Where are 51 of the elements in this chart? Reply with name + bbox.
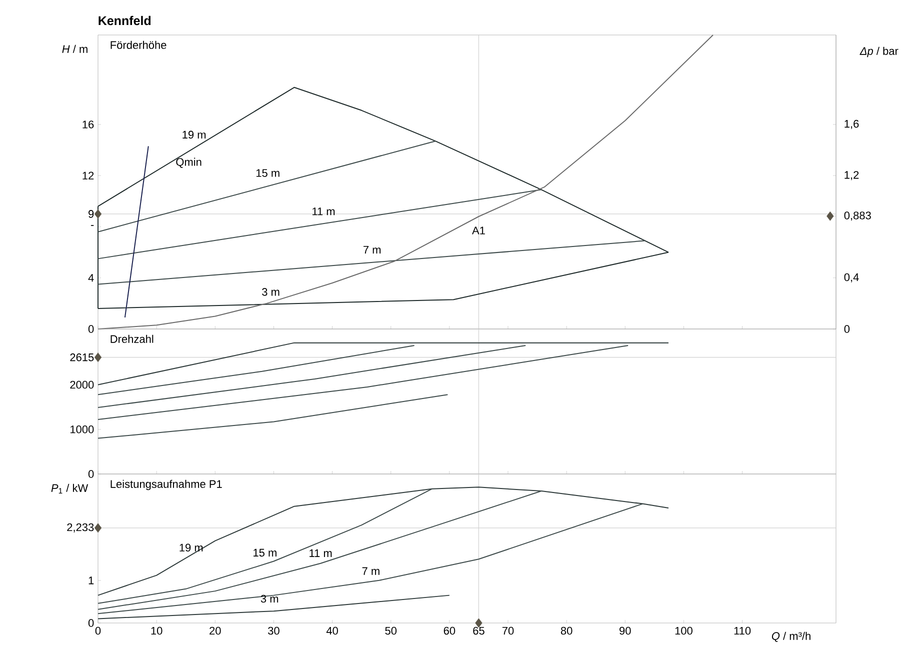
annotation: 3 m: [260, 594, 278, 603]
annotation: A1: [472, 226, 485, 234]
x-tick-label: 40: [326, 626, 338, 635]
annotation: 3 m: [262, 288, 280, 296]
annotation: 15 m: [256, 169, 280, 177]
y-tick-label: 1000: [70, 425, 94, 434]
x-tick-label: 90: [620, 626, 631, 635]
y-tick-label: 2,233: [67, 523, 94, 532]
annotation: 7 m: [364, 246, 381, 254]
x-tick-label: 110: [734, 626, 751, 635]
annotation: 15 m: [254, 548, 276, 557]
x-tick-label: 100: [675, 626, 692, 635]
x-tick-label: 65: [473, 626, 484, 635]
x-tick-label: 70: [502, 626, 514, 635]
annotation: 19 m: [182, 130, 206, 139]
x-tick-label: 10: [151, 626, 162, 635]
y-tick-label: 0: [88, 619, 94, 627]
chart-subtitle: Leistungsaufnahme P1: [110, 480, 222, 490]
x-tick-label: 30: [268, 626, 280, 635]
y-tick-label: 12: [82, 172, 94, 180]
y-axis-title: P$_{1}$ / kW: [51, 484, 88, 494]
y-axis-title: H / m: [62, 44, 88, 53]
y-tick-label: 0: [88, 470, 94, 478]
y-tick-label: 2000: [70, 380, 94, 389]
annotation: 11 m: [310, 549, 332, 557]
x-tick-label: 60: [444, 626, 456, 635]
y2-axis-title: Δp / bar: [860, 46, 898, 58]
y2-tick-label: 0,883: [844, 212, 871, 221]
x-tick-label: 0: [95, 626, 101, 635]
x-tick-label: 50: [385, 626, 397, 635]
x-tick-label: 20: [210, 626, 221, 635]
y2-tick-label: 0: [844, 325, 850, 333]
y-tick-label: 1: [88, 576, 94, 584]
y-tick-label: 2615: [70, 353, 94, 362]
annotation: 11 m: [312, 208, 335, 216]
y-tick-label: 9: [88, 210, 94, 218]
y2-tick-label: 1,2: [844, 171, 859, 180]
chart-title: Kennfeld: [98, 16, 151, 26]
y-tick-label: 16: [82, 120, 94, 128]
y-tick-label: 0: [88, 325, 94, 333]
x-axis-title: Q / m³/h: [772, 632, 810, 642]
y-tick-label: 4: [88, 274, 94, 282]
chart-subtitle: Förderhöhe: [110, 40, 166, 49]
chart-subtitle: Drehzahl: [110, 334, 154, 343]
x-tick-label: 80: [560, 626, 572, 635]
annotation: Qmin: [176, 158, 202, 168]
annotation: 7 m: [362, 567, 380, 575]
y2-tick-label: 0,4: [844, 273, 859, 282]
y-tick-label: -: [90, 225, 94, 226]
y2-tick-label: 1,6: [844, 120, 859, 130]
annotation: 19 m: [180, 544, 203, 552]
